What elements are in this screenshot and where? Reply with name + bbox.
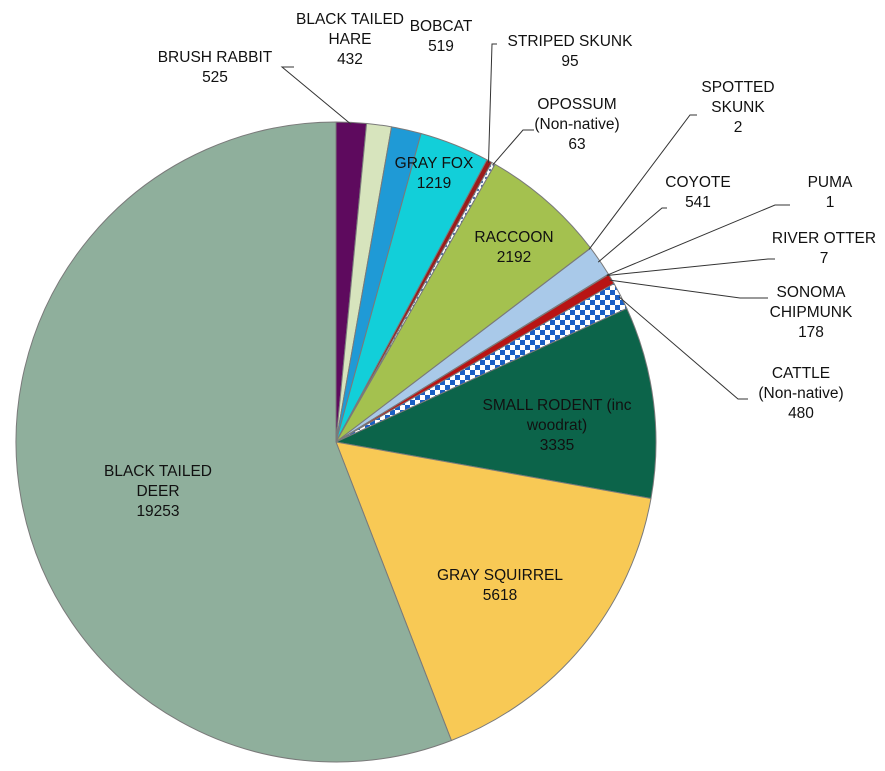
category-label: BOBCAT (410, 18, 473, 35)
category-label: SPOTTED (701, 79, 774, 96)
category-label: woodrat) (526, 417, 587, 434)
value-label: 178 (798, 324, 824, 341)
category-label: DEER (136, 483, 179, 500)
slice-raccoon (335, 163, 592, 443)
slice-black-tailed-deer (15, 121, 453, 763)
label-coyote: COYOTE 541 (665, 174, 730, 211)
slice-gray-squirrel (335, 441, 652, 742)
value-label: 432 (337, 51, 363, 68)
pie-slices (15, 121, 657, 763)
category-label: BLACK TAILED (296, 11, 404, 28)
value-label: 2 (734, 119, 743, 136)
leader-line-coyote (597, 207, 667, 263)
leader-line-striped-skunk (488, 43, 497, 163)
category-label: RACCOON (474, 229, 553, 246)
leader-line-river-otter (606, 258, 775, 276)
label-opossum-non-native: OPOSSUM (Non-native) 63 (534, 96, 619, 153)
value-label: 1 (826, 194, 835, 211)
category-label: SMALL RODENT (inc (482, 397, 631, 414)
value-label: 541 (685, 194, 711, 211)
label-raccoon: RACCOON 2192 (474, 229, 553, 266)
label-spotted-skunk: SPOTTED SKUNK 2 (701, 79, 774, 136)
value-label: 5618 (483, 587, 517, 604)
category-label: CATTLE (772, 365, 830, 382)
category-label: SKUNK (711, 99, 765, 116)
category-label: HARE (328, 31, 371, 48)
category-label: SONOMA (777, 284, 847, 301)
category-label: COYOTE (665, 174, 730, 191)
leader-line-brush-rabbit (280, 66, 352, 125)
label-black-tailed-hare: BLACK TAILED HARE 432 (296, 11, 404, 68)
category-label: GRAY FOX (395, 155, 474, 172)
leader-line-puma (606, 204, 790, 276)
leader-line-sonoma-chipmunk (609, 279, 768, 299)
category-label: OPOSSUM (537, 96, 616, 113)
category-label: (Non-native) (758, 385, 843, 402)
leader-line-opossum-non-native (492, 129, 534, 166)
category-label: GRAY SQUIRREL (437, 567, 563, 584)
label-cattle-non-native: CATTLE (Non-native) 480 (758, 365, 843, 422)
label-river-otter: RIVER OTTER 7 (772, 230, 876, 267)
category-label: RIVER OTTER (772, 230, 876, 247)
value-label: 480 (788, 405, 814, 422)
value-label: 63 (568, 136, 585, 153)
category-label: CHIPMUNK (770, 304, 853, 321)
category-label: (Non-native) (534, 116, 619, 133)
label-small-rodent-inc-woodrat: SMALL RODENT (inc woodrat) 3335 (482, 397, 631, 454)
value-label: 2192 (497, 249, 531, 266)
category-label: BLACK TAILED (104, 463, 212, 480)
value-label: 19253 (136, 503, 179, 520)
value-label: 1219 (417, 175, 451, 192)
label-puma: PUMA 1 (808, 174, 853, 211)
value-label: 7 (820, 250, 829, 267)
category-label: BRUSH RABBIT (158, 49, 273, 66)
label-gray-fox: GRAY FOX 1219 (395, 155, 474, 192)
value-label: 3335 (540, 437, 574, 454)
label-striped-skunk: STRIPED SKUNK 95 (508, 33, 634, 70)
label-bobcat: BOBCAT 519 (410, 18, 473, 55)
category-label: STRIPED SKUNK (508, 33, 634, 50)
slice-labels: BRUSH RABBIT 525 BLACK TAILED HARE 432 BOBCAT… (104, 11, 876, 604)
label-brush-rabbit: BRUSH RABBIT 525 (158, 49, 273, 86)
value-label: 95 (561, 53, 578, 70)
value-label: 519 (428, 38, 454, 55)
slice-small-rodent-inc-woodrat (334, 307, 657, 500)
leader-line-cattle-non-native (618, 296, 748, 400)
label-sonoma-chipmunk: SONOMA CHIPMUNK 178 (770, 284, 853, 341)
label-black-tailed-deer: BLACK TAILED DEER 19253 (104, 463, 212, 520)
value-label: 525 (202, 69, 228, 86)
label-gray-squirrel: GRAY SQUIRREL 5618 (437, 567, 563, 604)
leader-line-spotted-skunk (588, 114, 697, 250)
leader-lines (280, 43, 790, 400)
category-label: PUMA (808, 174, 853, 191)
